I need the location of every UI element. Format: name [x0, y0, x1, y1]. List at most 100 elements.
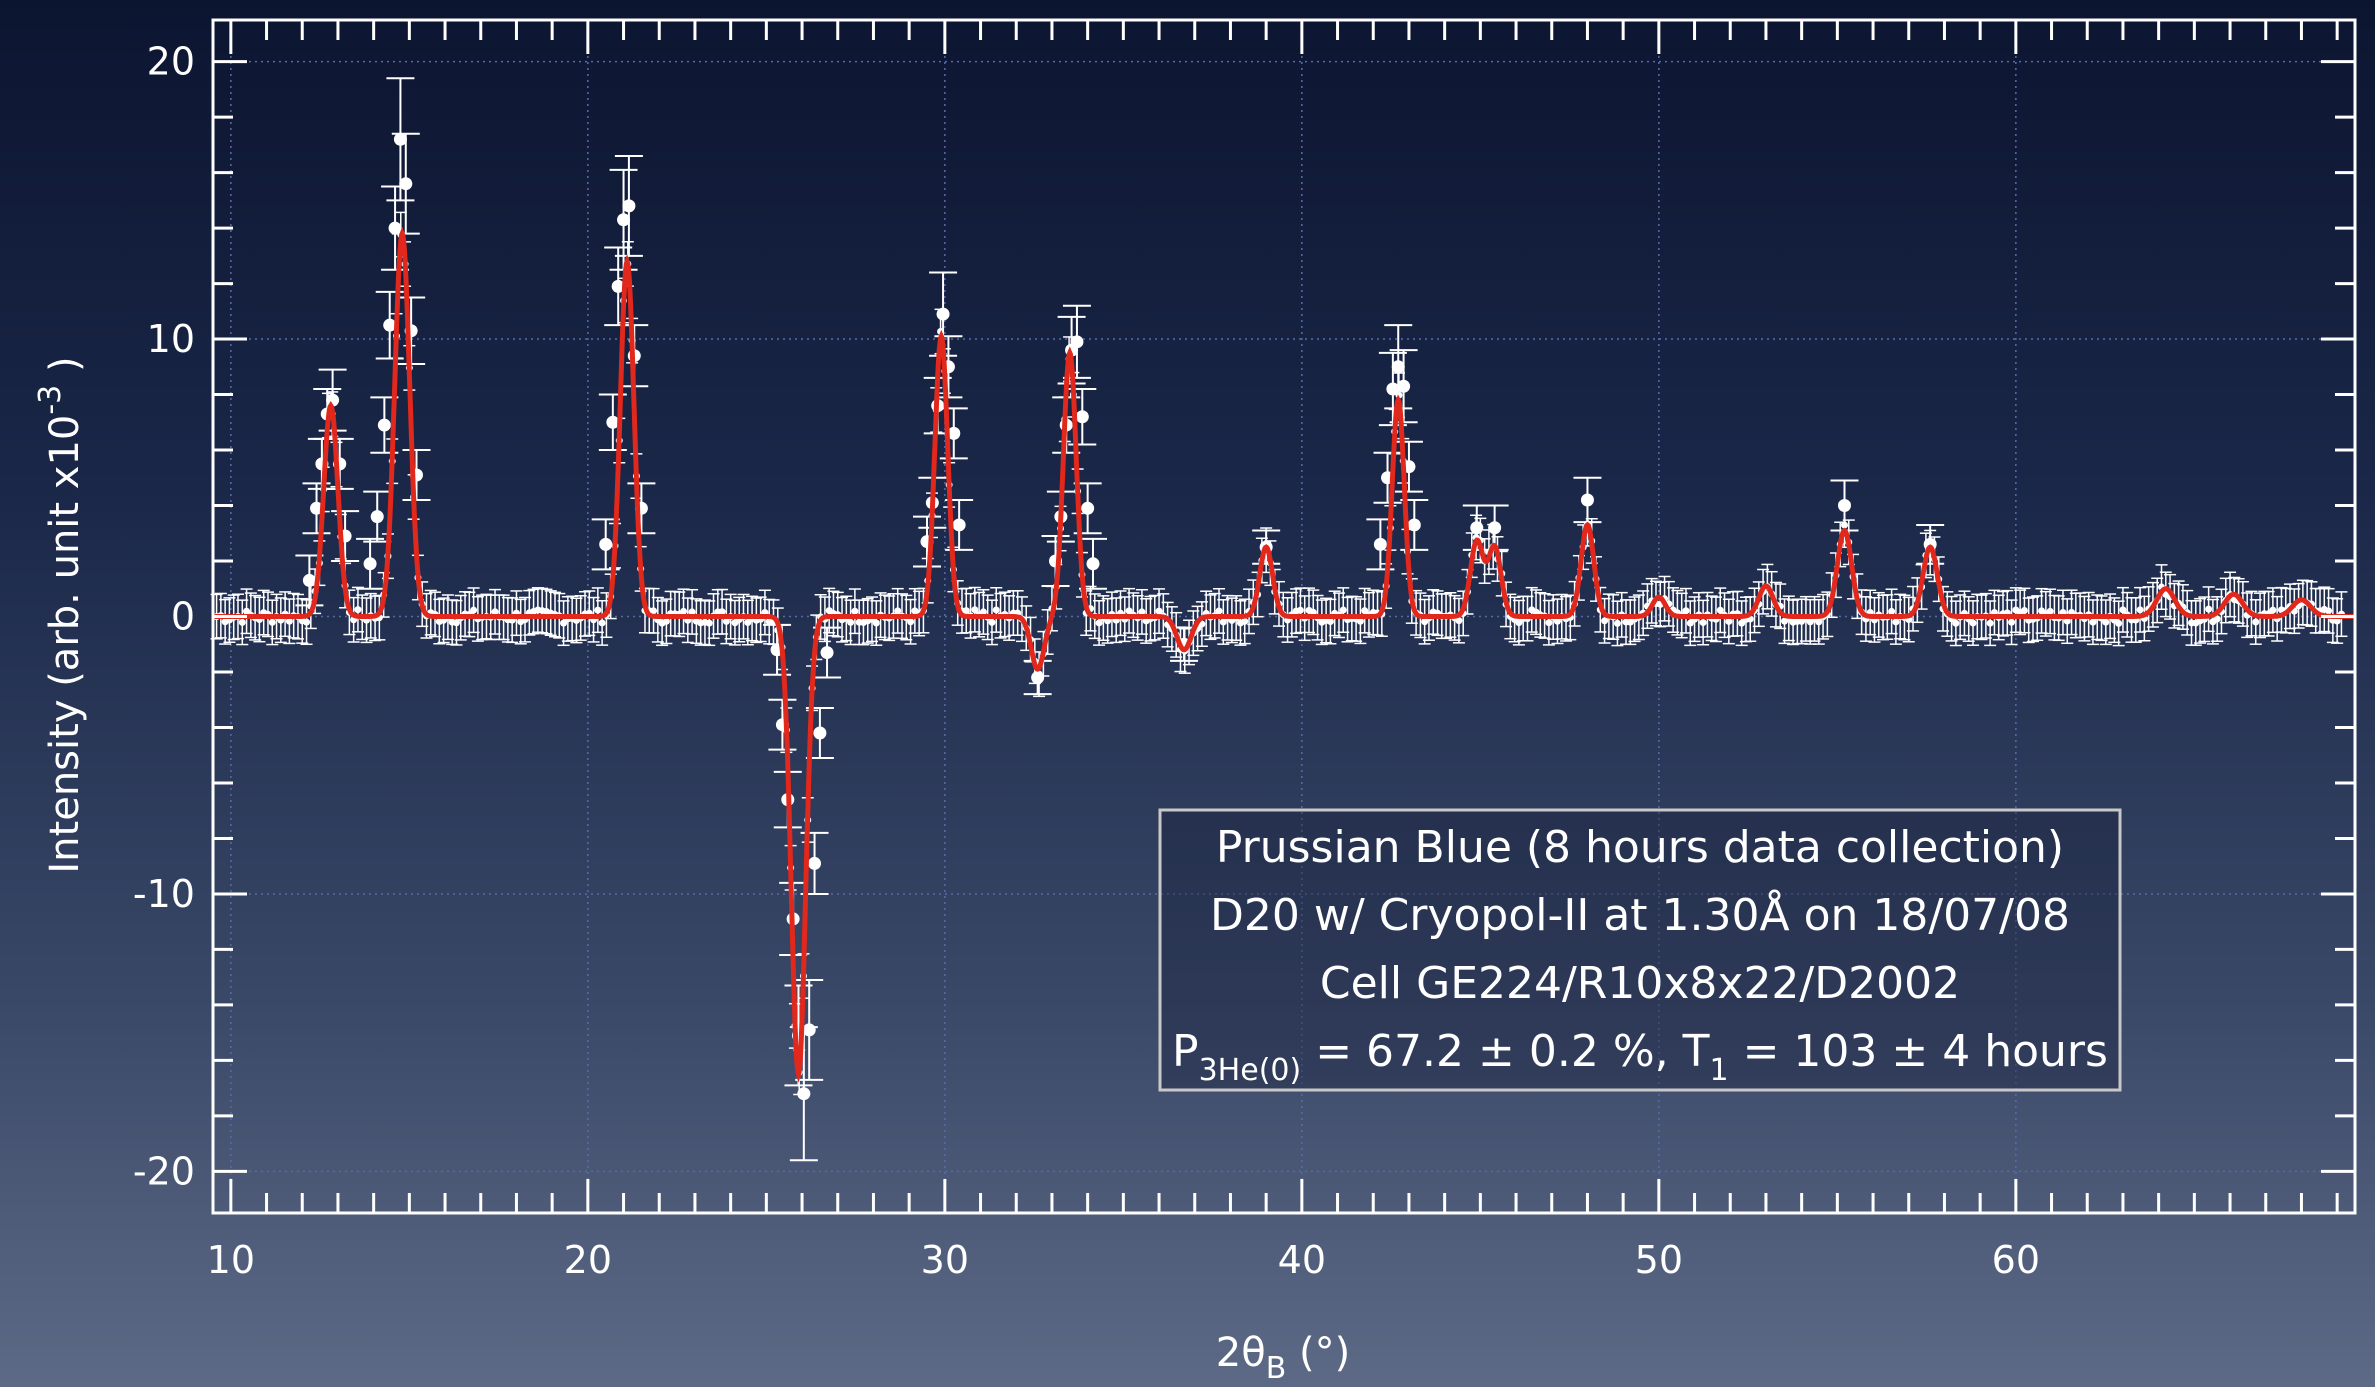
data-point	[598, 619, 606, 627]
data-point	[1397, 379, 1411, 393]
data-point	[2252, 618, 2260, 626]
data-point	[1138, 608, 1146, 616]
data-point	[1086, 557, 1100, 571]
data-point	[872, 619, 880, 627]
data-point	[2115, 619, 2123, 627]
data-point	[688, 608, 696, 616]
data-point	[705, 619, 713, 627]
data-point	[370, 510, 384, 524]
data-point	[1682, 607, 1690, 615]
data-point	[992, 606, 1000, 614]
data-point	[952, 518, 966, 532]
data-point	[393, 132, 407, 146]
data-point	[979, 608, 987, 616]
data-point	[662, 617, 670, 625]
data-point	[310, 501, 324, 515]
data-point	[1613, 619, 1621, 627]
data-point	[302, 573, 316, 587]
y-axis-title: Intensity (arb. unit x10-3 )	[33, 356, 88, 873]
data-point	[2213, 615, 2221, 623]
grid	[213, 20, 2355, 1213]
data-point	[1545, 619, 1553, 627]
data-point	[820, 646, 834, 660]
data-point	[2046, 607, 2054, 615]
data-point	[1455, 617, 1463, 625]
data-point	[802, 1023, 816, 1037]
data-point	[1081, 501, 1095, 515]
data-point	[813, 726, 827, 740]
data-point	[1095, 619, 1103, 627]
data-point	[2119, 606, 2127, 614]
x-tick-label: 30	[921, 1238, 969, 1282]
y-tick-label: -10	[133, 872, 195, 916]
data-point	[2020, 607, 2028, 615]
data-point	[606, 415, 620, 429]
data-point	[847, 618, 855, 626]
data-point	[1888, 607, 1896, 615]
annotation-box: Prussian Blue (8 hours data collection) …	[1158, 808, 2122, 1092]
x-tick-label: 60	[1992, 1238, 2040, 1282]
data-point	[491, 608, 499, 616]
data-point	[1031, 671, 1045, 685]
x-tick-label: 20	[564, 1238, 612, 1282]
data-point	[399, 177, 413, 191]
annotation-line-1: Prussian Blue (8 hours data collection)	[1216, 822, 2064, 873]
data-point	[1553, 617, 1561, 625]
data-point	[1104, 617, 1112, 625]
data-point	[1580, 493, 1594, 507]
data-point	[907, 618, 915, 626]
y-tick-label: 20	[147, 40, 195, 84]
data-point	[1725, 617, 1733, 625]
data-point	[383, 318, 397, 332]
x-tick-label: 50	[1635, 1238, 1683, 1282]
data-point	[1155, 607, 1163, 615]
data-point	[268, 618, 276, 626]
data-point	[1837, 499, 1851, 513]
data-point	[1488, 521, 1502, 535]
data-point	[988, 618, 996, 626]
data-point	[1361, 607, 1369, 615]
data-point	[1407, 518, 1421, 532]
data-point	[611, 279, 625, 293]
annotation-line-4: P3He(0) = 67.2 ± 0.2 %, T1 = 103 ± 4 hou…	[1172, 1026, 2108, 1088]
data-point	[1339, 606, 1347, 614]
y-tick-label: 10	[147, 317, 195, 361]
data-point	[971, 606, 979, 614]
data-point	[1601, 617, 1609, 625]
data-point	[718, 608, 726, 616]
data-point	[1952, 619, 1960, 627]
data-point	[2008, 618, 2016, 626]
data-point	[2333, 617, 2341, 625]
y-tick-label: 0	[171, 595, 195, 639]
data-point	[594, 606, 602, 614]
data-point	[2205, 605, 2213, 613]
annotation-line-2: D20 w/ Cryopol-II at 1.30Å on 18/07/08	[1210, 888, 2070, 941]
data-point	[452, 619, 460, 627]
data-point	[680, 607, 688, 615]
data-point	[650, 607, 658, 615]
data-point	[1326, 618, 1334, 626]
fit-curve	[213, 226, 2355, 1083]
data-point	[363, 557, 377, 571]
data-point	[2269, 606, 2277, 614]
data-point	[894, 607, 902, 615]
data-point	[2325, 607, 2333, 615]
data-point	[808, 856, 822, 870]
data-point	[2089, 618, 2097, 626]
data-point	[1969, 619, 1977, 627]
data-point	[1125, 607, 1133, 615]
data-point	[1716, 606, 1724, 614]
data-point	[851, 607, 859, 615]
data-point	[797, 1087, 811, 1101]
annotation-line-3: Cell GE224/R10x8x22/D2002	[1320, 958, 1960, 1009]
data-point	[617, 213, 631, 227]
data-point	[285, 617, 293, 625]
data-point	[1075, 410, 1089, 424]
data-point	[1892, 618, 1900, 626]
data-point	[1470, 521, 1484, 535]
data-point	[947, 426, 961, 440]
y-ticks: -20 -10 0 10 20	[133, 40, 2355, 1193]
x-ticks: 10 20 30 40 50 60	[207, 20, 2339, 1282]
data-point	[470, 606, 478, 614]
